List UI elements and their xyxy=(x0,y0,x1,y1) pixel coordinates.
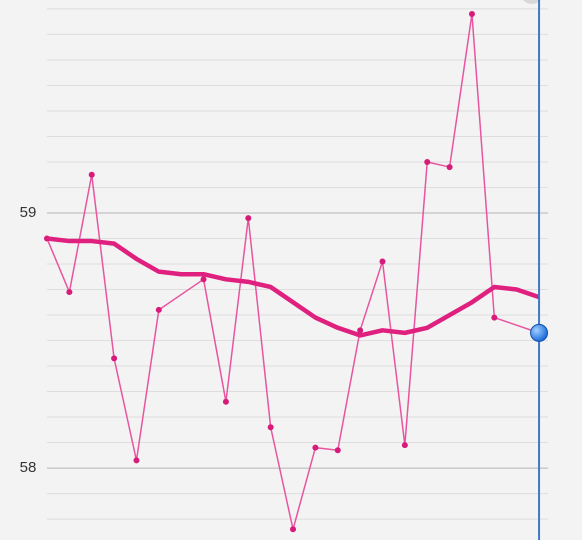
point xyxy=(88,171,95,178)
point xyxy=(155,306,162,313)
point xyxy=(401,442,408,449)
point xyxy=(66,289,73,296)
point xyxy=(312,444,319,451)
point xyxy=(267,424,274,431)
y-tick-label: 58 xyxy=(20,459,37,476)
point xyxy=(379,258,386,265)
point xyxy=(111,355,118,362)
point xyxy=(245,215,252,222)
point xyxy=(334,447,341,454)
cursor-dot xyxy=(530,323,549,342)
point xyxy=(424,158,431,165)
point xyxy=(222,398,229,405)
point xyxy=(357,327,364,334)
point xyxy=(491,314,498,321)
point xyxy=(290,526,297,533)
point xyxy=(468,11,475,18)
series-line xyxy=(46,236,540,338)
handle[interactable] xyxy=(520,0,544,4)
point xyxy=(446,164,453,171)
y-tick-label: 59 xyxy=(20,204,37,221)
point xyxy=(133,457,140,464)
point xyxy=(200,276,207,283)
